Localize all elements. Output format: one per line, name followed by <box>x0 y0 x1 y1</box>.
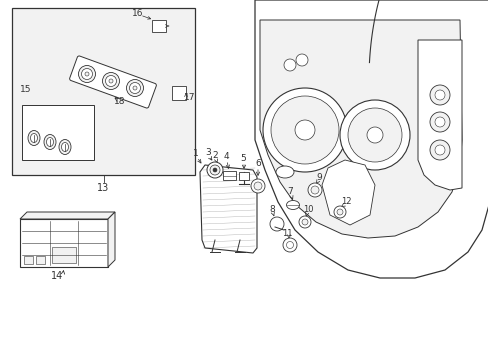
Circle shape <box>434 145 444 155</box>
Circle shape <box>209 165 220 175</box>
Circle shape <box>284 59 295 71</box>
Ellipse shape <box>30 134 38 143</box>
Circle shape <box>434 90 444 100</box>
Circle shape <box>102 72 119 90</box>
Circle shape <box>270 96 338 164</box>
Circle shape <box>81 68 92 80</box>
Circle shape <box>250 179 264 193</box>
Bar <box>24 256 33 264</box>
Circle shape <box>298 216 310 228</box>
Text: 10: 10 <box>302 206 313 215</box>
Circle shape <box>310 186 318 194</box>
Text: 9: 9 <box>315 174 321 183</box>
Text: 15: 15 <box>20 85 32 94</box>
Text: 8: 8 <box>268 206 274 215</box>
Text: 1: 1 <box>193 149 199 158</box>
Ellipse shape <box>286 201 299 210</box>
Circle shape <box>331 184 347 200</box>
Circle shape <box>429 140 449 160</box>
Bar <box>22 105 94 160</box>
Ellipse shape <box>46 138 53 147</box>
Text: 17: 17 <box>184 93 195 102</box>
Polygon shape <box>254 0 488 278</box>
Bar <box>152 20 165 32</box>
Bar <box>36 256 45 264</box>
Text: 3: 3 <box>204 148 210 157</box>
Circle shape <box>339 100 409 170</box>
Circle shape <box>109 79 113 83</box>
Circle shape <box>286 242 293 248</box>
Text: 5: 5 <box>240 154 245 163</box>
Circle shape <box>429 112 449 132</box>
Bar <box>52 247 76 263</box>
Circle shape <box>333 206 346 218</box>
Ellipse shape <box>275 166 293 178</box>
Ellipse shape <box>44 135 56 149</box>
Circle shape <box>347 108 401 162</box>
Circle shape <box>213 168 217 172</box>
Text: 12: 12 <box>340 198 350 207</box>
FancyBboxPatch shape <box>69 56 156 108</box>
Ellipse shape <box>28 130 40 145</box>
Bar <box>172 86 185 100</box>
Bar <box>12 8 195 175</box>
Circle shape <box>307 183 321 197</box>
Ellipse shape <box>59 139 71 154</box>
Circle shape <box>325 178 353 206</box>
Text: 2: 2 <box>212 152 217 161</box>
Text: 14: 14 <box>51 271 63 281</box>
Circle shape <box>263 88 346 172</box>
Text: 7: 7 <box>286 188 292 197</box>
Polygon shape <box>260 20 461 238</box>
Ellipse shape <box>61 143 68 152</box>
Text: 18: 18 <box>114 98 125 107</box>
Circle shape <box>269 217 284 231</box>
Text: 6: 6 <box>255 159 260 168</box>
Circle shape <box>126 80 143 96</box>
Circle shape <box>336 209 342 215</box>
Circle shape <box>294 120 314 140</box>
Text: 4: 4 <box>223 153 228 162</box>
Circle shape <box>133 86 137 90</box>
Text: 16: 16 <box>132 9 143 18</box>
Bar <box>20 219 108 267</box>
Polygon shape <box>200 165 257 253</box>
Circle shape <box>295 54 307 66</box>
Circle shape <box>302 219 307 225</box>
Circle shape <box>85 72 89 76</box>
Circle shape <box>283 238 296 252</box>
Circle shape <box>129 82 140 94</box>
Circle shape <box>434 117 444 127</box>
Bar <box>239 172 248 180</box>
Bar <box>223 171 236 180</box>
Polygon shape <box>108 212 115 267</box>
Circle shape <box>253 182 262 190</box>
Polygon shape <box>417 40 461 190</box>
Circle shape <box>366 127 382 143</box>
Ellipse shape <box>271 220 282 228</box>
Text: 11: 11 <box>281 229 292 238</box>
Circle shape <box>79 66 95 82</box>
Circle shape <box>429 85 449 105</box>
Polygon shape <box>20 212 115 219</box>
Text: 13: 13 <box>97 183 109 193</box>
Polygon shape <box>321 160 374 225</box>
Circle shape <box>105 76 116 86</box>
Circle shape <box>206 162 223 178</box>
